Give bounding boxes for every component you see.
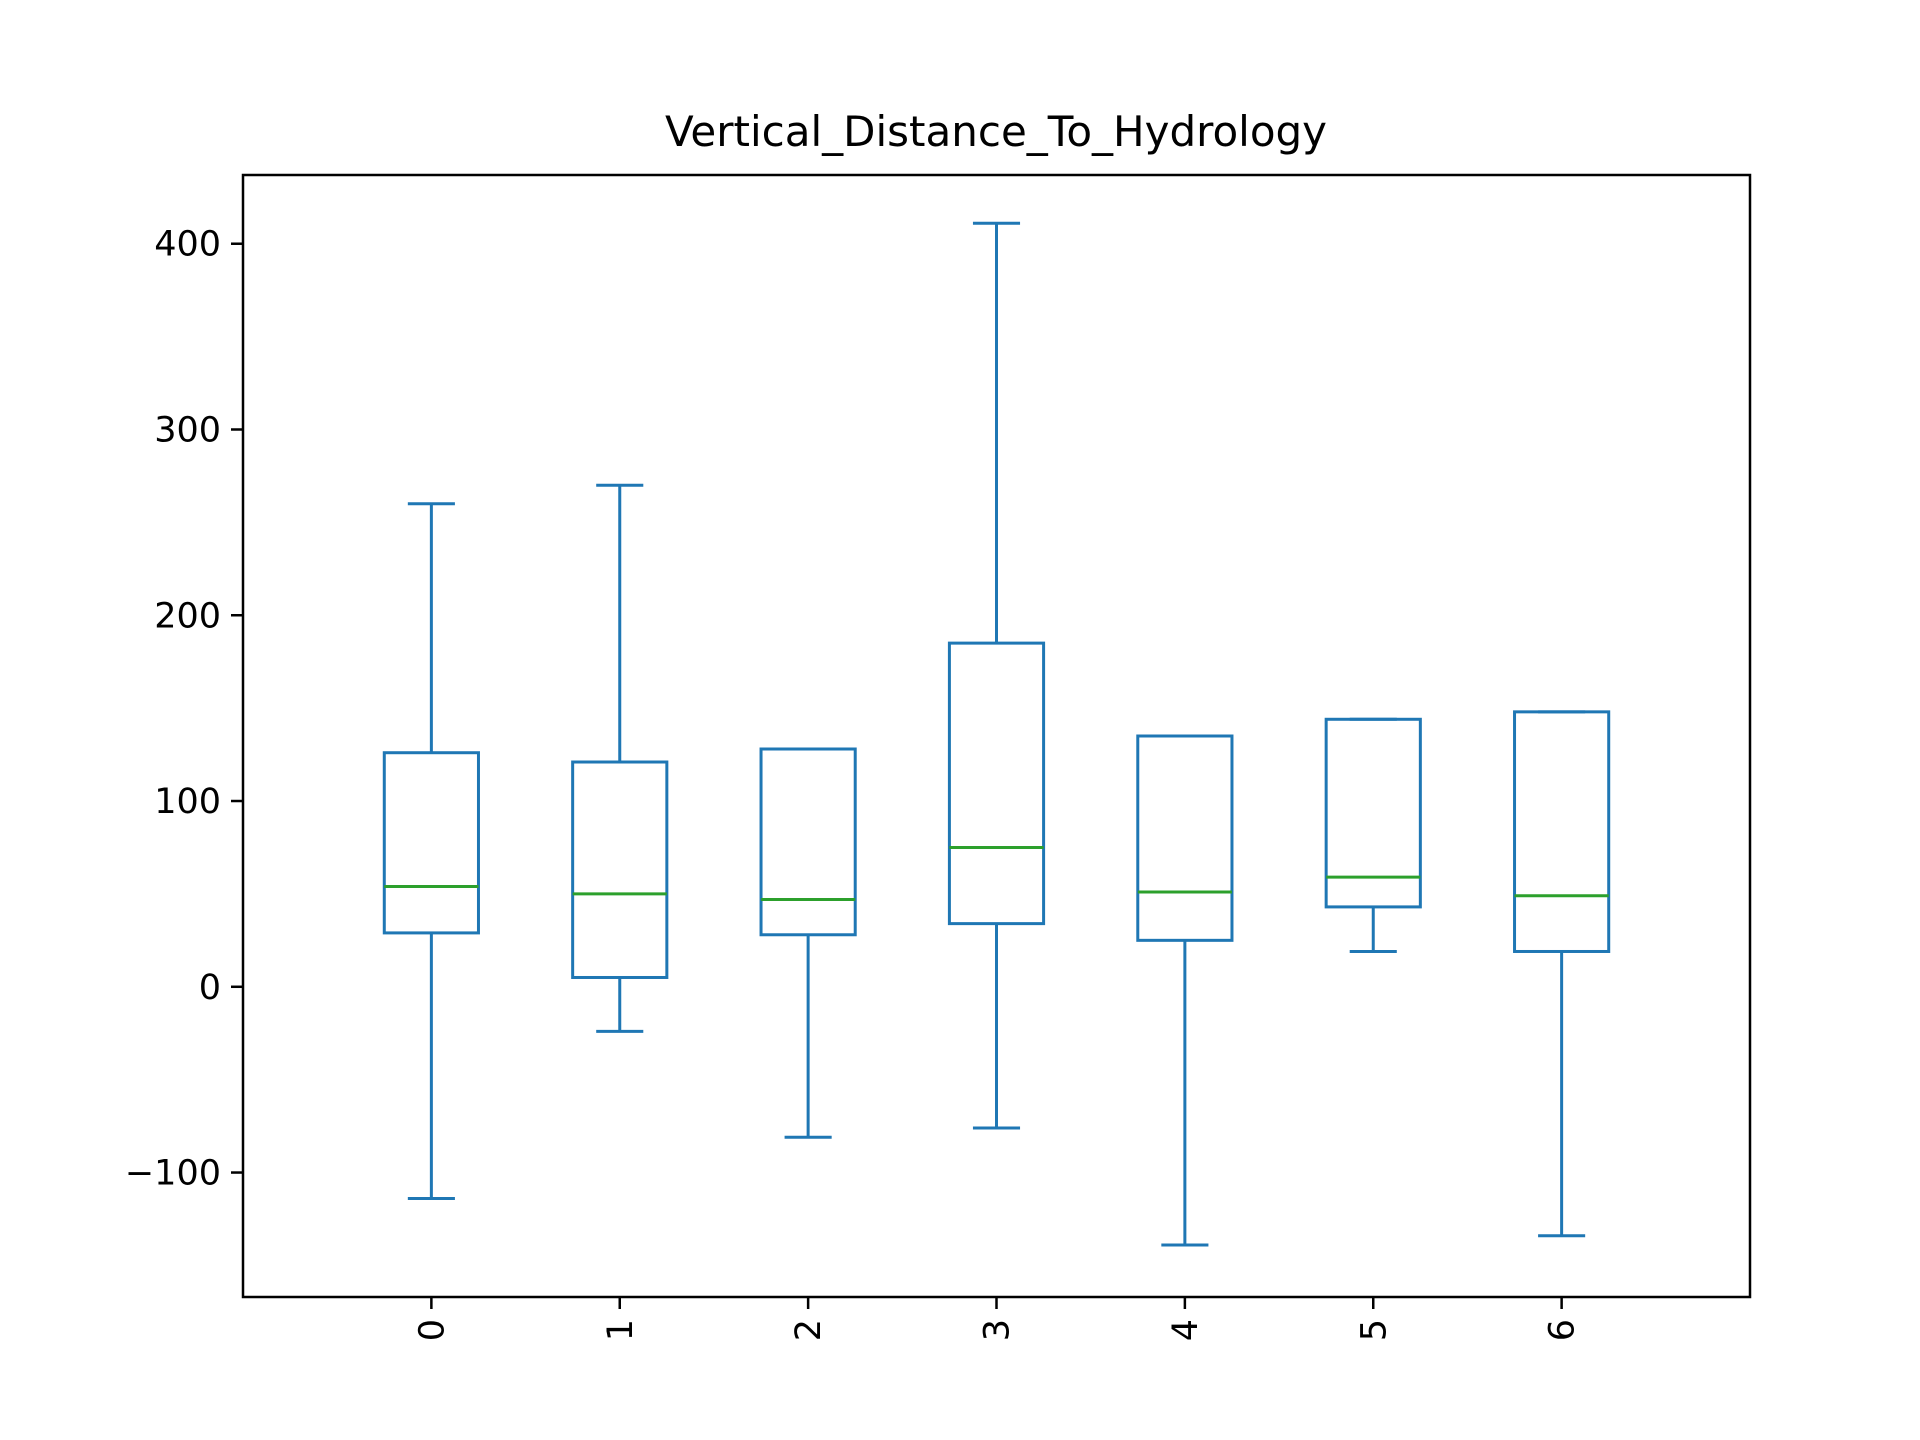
y-tick-label: 0 (199, 968, 221, 1008)
x-tick-label: 0 (412, 1319, 452, 1341)
chart-title: Vertical_Distance_To_Hydrology (665, 107, 1327, 156)
x-tick-label: 3 (978, 1319, 1018, 1341)
y-tick-label: −100 (125, 1154, 221, 1194)
box-iqr (759, 747, 857, 937)
box-group-1 (571, 483, 669, 1033)
box-iqr (382, 751, 480, 935)
box-group-4 (1136, 734, 1234, 1247)
box-iqr (571, 760, 669, 979)
y-tick-label: 400 (154, 225, 221, 265)
y-axis: −100 0 100 200 300 400 (125, 225, 243, 1194)
box-group-0 (382, 502, 480, 1201)
x-axis: 0 1 2 3 4 5 6 (412, 1297, 1583, 1341)
y-tick-label: 100 (154, 782, 221, 822)
box-iqr (1513, 710, 1611, 953)
x-tick-label: 5 (1354, 1319, 1394, 1341)
plot-area-frame (241, 173, 1752, 1299)
x-tick-label: 6 (1543, 1319, 1583, 1341)
box-iqr (1324, 717, 1422, 909)
box-group-5 (1324, 717, 1422, 953)
x-tick-label: 2 (789, 1319, 829, 1341)
box-group-3 (947, 221, 1046, 1130)
box-group-6 (1513, 710, 1611, 1238)
x-tick-label: 1 (601, 1319, 641, 1341)
plot-marks (382, 221, 1611, 1247)
y-tick-label: 300 (154, 410, 221, 450)
box-iqr (1136, 734, 1234, 942)
x-tick-label: 4 (1166, 1319, 1206, 1341)
box-group-2 (759, 747, 857, 1139)
box-iqr (947, 641, 1046, 926)
y-tick-label: 200 (154, 596, 221, 636)
